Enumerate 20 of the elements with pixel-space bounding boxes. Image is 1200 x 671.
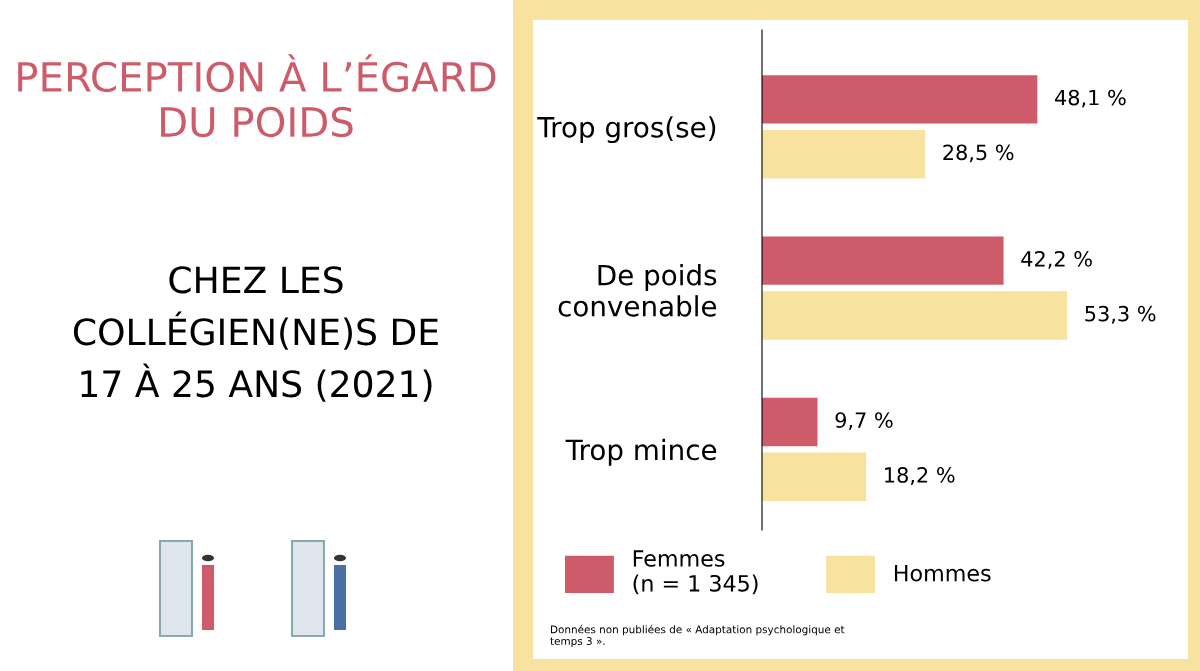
data-label: 53,3 % — [1085, 305, 1156, 324]
data-label: 42,2 % — [1021, 250, 1092, 269]
legend-label: Femmes (n = 1 345) — [633, 550, 758, 595]
text: CHEZ LES COLLÉGIEN(NE)S DE 17 À 25 ANS (2021) — [73, 266, 438, 402]
data-label: 48,1 % — [1055, 89, 1126, 108]
y-tick-label: Trop mince — [565, 438, 717, 466]
bar — [762, 236, 1004, 285]
bar — [762, 75, 1038, 124]
bar — [762, 452, 867, 501]
legend-label: Hommes — [894, 565, 991, 582]
y-tick-label: De poids convenable — [558, 264, 717, 317]
bar — [762, 397, 818, 447]
y-tick-label: Trop gros(se) — [537, 116, 716, 144]
text: PERCEPTION À L’ÉGARD DU POIDS — [18, 54, 496, 138]
data-label: 28,5 % — [943, 144, 1014, 163]
data-label: 9,7 % — [835, 412, 893, 431]
bar — [762, 291, 1068, 340]
text: Données non publiées de « Adaptation psychologique et temps 3 ». — [550, 624, 845, 647]
bar — [762, 130, 926, 179]
data-label: 18,2 % — [885, 467, 955, 485]
